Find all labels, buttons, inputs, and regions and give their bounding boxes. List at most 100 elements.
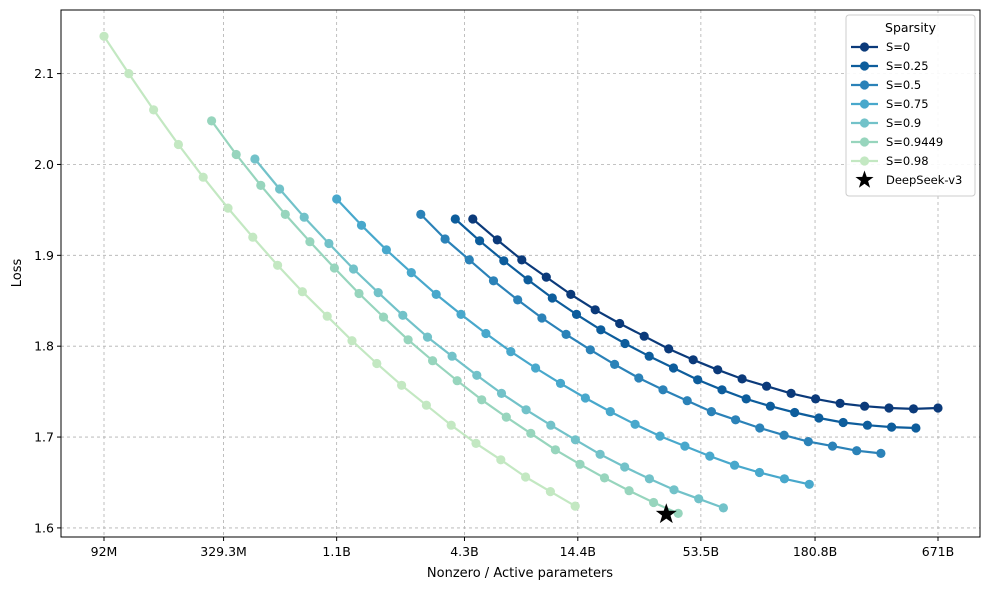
data-point: [688, 355, 698, 365]
data-point: [468, 214, 478, 224]
data-point: [680, 441, 690, 451]
data-point: [297, 287, 307, 297]
data-point: [599, 473, 610, 483]
legend-star-icon: [855, 170, 874, 188]
data-point: [99, 31, 109, 41]
data-point: [499, 256, 509, 266]
data-point: [575, 459, 585, 469]
data-point: [354, 288, 364, 299]
data-point: [835, 398, 845, 408]
data-point: [786, 388, 796, 398]
data-point: [590, 305, 600, 315]
data-point: [526, 428, 536, 438]
legend-entry: S=0.98: [851, 154, 929, 168]
data-point: [876, 448, 886, 458]
data-point: [887, 422, 897, 432]
legend-entry: S=0: [851, 40, 910, 54]
data-point: [545, 487, 556, 497]
series-S=0: [468, 214, 943, 414]
data-point: [762, 381, 772, 391]
x-axis-label: Nonzero / Active parameters: [427, 566, 613, 581]
legend-box: [845, 14, 976, 197]
data-point: [149, 105, 159, 115]
data-point: [673, 508, 683, 518]
x-tick-label: 671B: [922, 544, 954, 559]
data-point: [779, 474, 790, 484]
y-tick-label: 2.0: [34, 157, 54, 172]
legend-label: S=0.25: [886, 59, 929, 73]
data-point: [884, 403, 894, 413]
legend-label: S=0.75: [886, 97, 929, 111]
marker-layer: [655, 503, 677, 524]
data-point: [838, 417, 848, 428]
data-point: [521, 472, 531, 482]
data-point: [649, 497, 659, 508]
data-point: [531, 363, 541, 373]
legend-marker: [859, 137, 870, 147]
data-point: [693, 375, 703, 385]
data-point: [421, 400, 431, 410]
data-point: [566, 289, 576, 299]
legend-label: DeepSeek-v3: [886, 173, 962, 187]
data-point: [496, 388, 507, 398]
data-point: [610, 359, 620, 369]
data-point: [275, 184, 285, 194]
legend-label: S=0.9: [886, 116, 921, 130]
data-point: [521, 405, 531, 415]
data-point: [403, 335, 413, 345]
data-point: [550, 445, 561, 455]
legend-marker: [859, 99, 870, 109]
y-tick-label: 2.1: [34, 66, 54, 81]
data-point: [755, 423, 765, 433]
x-tick-label: 53.5B: [683, 544, 719, 559]
data-point: [373, 288, 383, 298]
data-point: [655, 431, 665, 441]
data-point: [541, 272, 551, 282]
y-tick-label: 1.9: [34, 248, 54, 263]
data-point: [440, 234, 450, 244]
series-layer: [99, 31, 943, 518]
data-point: [506, 347, 516, 357]
data-point: [615, 318, 625, 329]
series-S=0.9: [250, 154, 729, 513]
series-S=0.5: [416, 209, 886, 458]
data-point: [472, 370, 482, 380]
data-point: [790, 407, 800, 418]
series-S=0.75: [332, 194, 814, 489]
data-point: [372, 358, 382, 369]
data-point: [933, 403, 943, 413]
x-tick-label: 92M: [91, 544, 118, 559]
data-point: [811, 394, 821, 404]
data-point: [207, 116, 217, 126]
data-point: [332, 194, 342, 204]
data-point: [705, 451, 715, 461]
legend-marker: [859, 118, 870, 128]
data-point: [804, 479, 814, 489]
data-point: [517, 255, 527, 265]
data-point: [731, 415, 741, 425]
data-point: [446, 420, 456, 430]
data-point: [717, 385, 727, 395]
legend-entry: S=0.5: [851, 78, 921, 92]
data-point: [754, 467, 765, 478]
data-point: [280, 209, 290, 219]
legend-label: S=0.9449: [886, 135, 943, 149]
data-point: [452, 376, 462, 386]
data-point: [620, 338, 630, 349]
legend-entry: S=0.9: [851, 116, 921, 130]
legend-marker: [859, 156, 870, 166]
data-point: [546, 420, 556, 430]
data-point: [718, 503, 729, 513]
data-point: [779, 430, 789, 440]
data-point: [803, 437, 813, 447]
data-point: [555, 378, 566, 388]
data-point: [682, 396, 692, 406]
data-point: [273, 260, 283, 270]
data-point: [737, 374, 747, 384]
series-line: [103, 35, 576, 508]
data-point: [664, 344, 674, 354]
data-point: [456, 309, 466, 319]
data-point: [713, 365, 723, 375]
data-point: [658, 385, 668, 395]
data-point: [496, 455, 506, 465]
